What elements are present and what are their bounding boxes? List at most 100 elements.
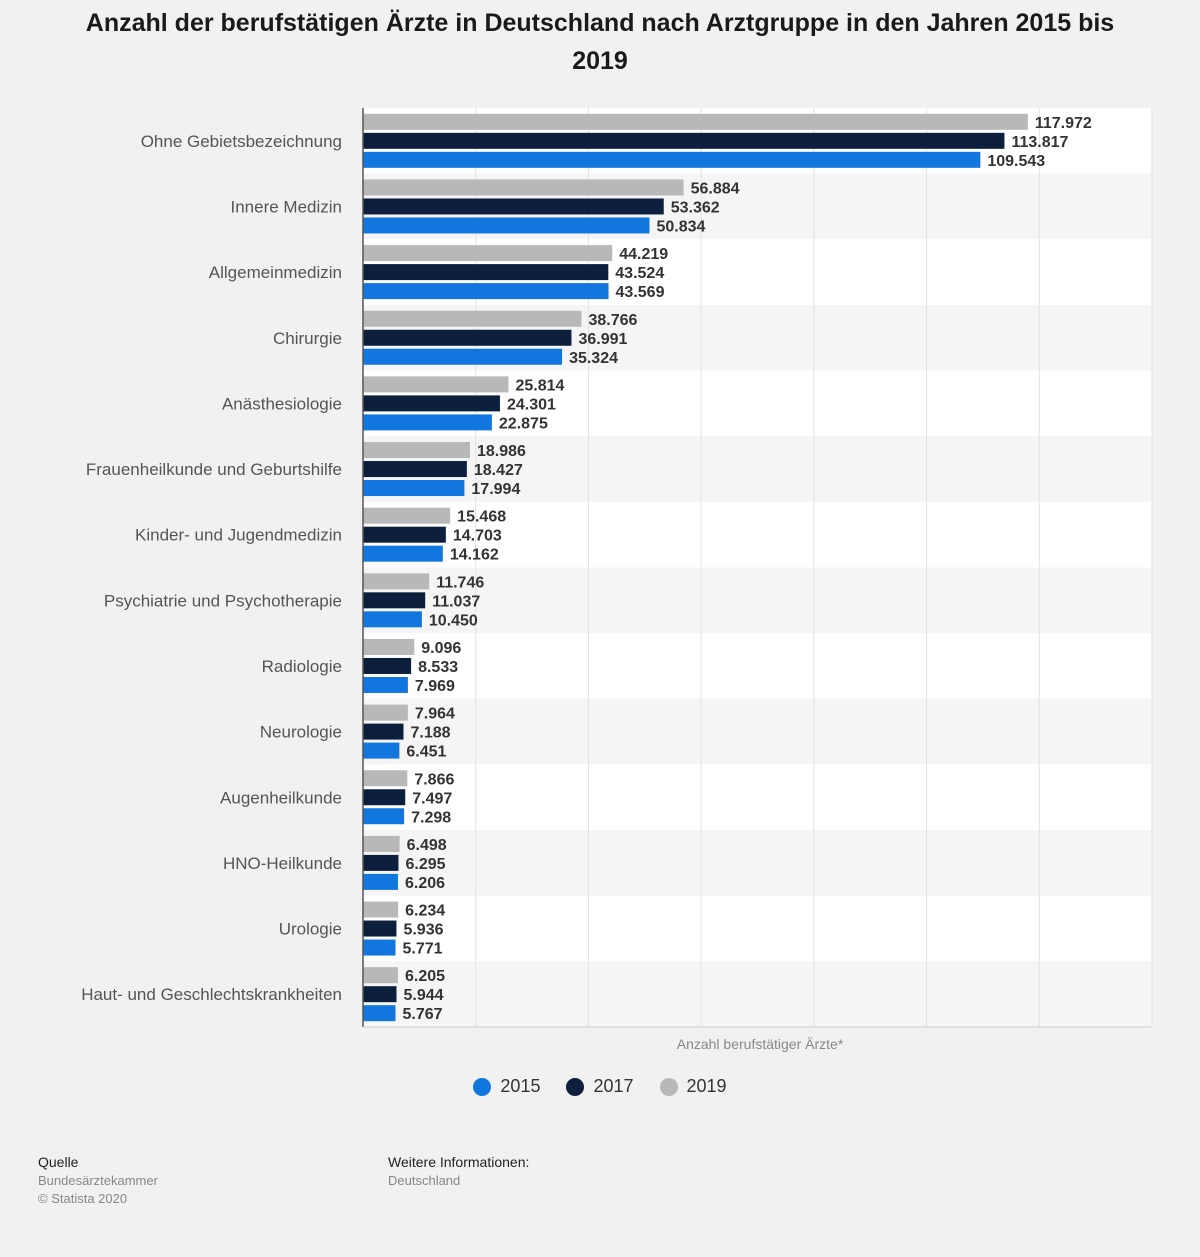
value-label-2017: 18.427	[474, 462, 523, 479]
value-label-2019: 44.219	[619, 246, 668, 263]
bar-2019	[363, 376, 509, 393]
legend-swatch-2015	[473, 1077, 492, 1096]
value-label-2015: 43.569	[616, 284, 665, 301]
bar-2019	[363, 442, 470, 459]
legend-label-2017: 2017	[593, 1076, 634, 1096]
bar-2019	[363, 704, 408, 721]
category-label: Innere Medizin	[230, 197, 342, 216]
bar-2017	[363, 592, 426, 609]
value-label-2017: 7.188	[411, 725, 451, 742]
value-label-2015: 22.875	[499, 415, 548, 432]
value-label-2015: 109.543	[987, 153, 1045, 170]
category-label: Neurologie	[260, 723, 342, 742]
chart-title: Anzahl der berufstätigen Ärzte in Deutsc…	[85, 9, 1115, 75]
legend-item-2019[interactable]: 2019	[659, 1076, 727, 1097]
value-label-2019: 9.096	[421, 640, 461, 657]
value-label-2015: 6.206	[405, 875, 445, 892]
legend-label-2015: 2015	[500, 1076, 541, 1096]
row-band	[363, 698, 1152, 765]
bar-2017	[363, 854, 399, 871]
bar-2015	[363, 348, 563, 365]
bar-2015	[363, 414, 492, 431]
value-label-2015: 50.834	[656, 218, 705, 235]
bar-2019	[363, 835, 400, 852]
value-label-2015: 6.451	[406, 744, 446, 761]
legend-label-2019: 2019	[686, 1076, 727, 1096]
value-label-2015: 7.969	[415, 678, 455, 695]
info-region: Deutschland	[388, 1173, 461, 1188]
bar-2019	[363, 901, 399, 918]
bar-2015	[363, 676, 408, 693]
legend-swatch-2017	[566, 1077, 585, 1096]
bar-2019	[363, 967, 398, 984]
source-heading: Quelle	[38, 1154, 79, 1170]
value-label-2017: 14.703	[453, 528, 502, 545]
bar-2017	[363, 723, 404, 740]
x-axis-title: Anzahl berufstätiger Ärzte*	[676, 1036, 844, 1052]
row-band	[363, 764, 1152, 831]
category-label: Augenheilkunde	[220, 788, 342, 807]
value-label-2017: 6.295	[405, 856, 445, 873]
value-label-2019: 38.766	[588, 312, 637, 329]
value-label-2017: 5.944	[403, 987, 443, 1004]
bar-2017	[363, 395, 500, 412]
value-label-2017: 5.936	[403, 922, 443, 939]
value-label-2017: 7.497	[412, 790, 452, 807]
value-label-2017: 43.524	[615, 265, 664, 282]
bar-2019	[363, 638, 415, 655]
copyright: © Statista 2020	[38, 1191, 128, 1206]
bar-2019	[363, 113, 1028, 130]
value-label-2019: 18.986	[477, 443, 526, 460]
value-label-2015: 17.994	[471, 481, 520, 498]
source-block: Quelle Bundesärztekammer © Statista 2020	[38, 1154, 158, 1209]
bar-2017	[363, 461, 467, 478]
value-label-2017: 8.533	[418, 659, 458, 676]
row-band	[363, 633, 1152, 699]
bar-2015	[363, 1005, 396, 1022]
bar-2017	[363, 526, 446, 543]
value-label-2015: 5.767	[403, 1006, 443, 1023]
row-band	[363, 895, 1152, 962]
value-label-2019: 6.498	[407, 837, 447, 854]
value-label-2019: 15.468	[457, 509, 506, 526]
value-label-2019: 25.814	[515, 377, 564, 394]
category-label: HNO-Heilkunde	[223, 854, 342, 873]
legend-item-2017[interactable]: 2017	[566, 1076, 634, 1097]
bar-2015	[363, 283, 609, 300]
bar-2017	[363, 657, 412, 674]
info-heading: Weitere Informationen:	[388, 1154, 530, 1170]
value-label-2019: 6.205	[405, 968, 445, 985]
bar-2017	[363, 198, 664, 215]
value-label-2019: 7.964	[415, 706, 455, 723]
row-band	[363, 436, 1152, 502]
bar-2015	[363, 611, 422, 628]
value-label-2017: 24.301	[507, 396, 556, 413]
value-label-2019: 56.884	[691, 180, 740, 197]
category-label: Haut- und Geschlechtskrankheiten	[81, 985, 342, 1004]
bar-2019	[363, 245, 613, 262]
bar-2015	[363, 480, 465, 497]
value-label-2015: 14.162	[450, 547, 499, 564]
legend-swatch-2019	[659, 1077, 678, 1096]
category-label: Anästhesiologie	[222, 394, 342, 413]
value-label-2015: 7.298	[411, 809, 451, 826]
category-label: Chirurgie	[273, 329, 342, 348]
bar-2019	[363, 507, 451, 524]
row-band	[363, 501, 1152, 568]
bar-2015	[363, 545, 443, 562]
bar-2017	[363, 132, 1005, 149]
value-label-2019: 6.234	[405, 903, 445, 920]
legend: 2015 2017 2019	[0, 1076, 1200, 1097]
bar-2017	[363, 986, 397, 1003]
legend-item-2015[interactable]: 2015	[473, 1076, 540, 1097]
category-label: Frauenheilkunde und Geburtshilfe	[86, 460, 342, 479]
category-label: Urologie	[279, 920, 342, 939]
bar-2017	[363, 789, 406, 806]
value-label-2015: 10.450	[429, 612, 478, 629]
category-label: Radiologie	[262, 657, 342, 676]
value-label-2019: 117.972	[1035, 115, 1092, 132]
source-name[interactable]: Bundesärztekammer	[38, 1173, 158, 1188]
bar-2015	[363, 151, 981, 168]
row-band	[363, 830, 1152, 896]
bar-2017	[363, 264, 609, 281]
